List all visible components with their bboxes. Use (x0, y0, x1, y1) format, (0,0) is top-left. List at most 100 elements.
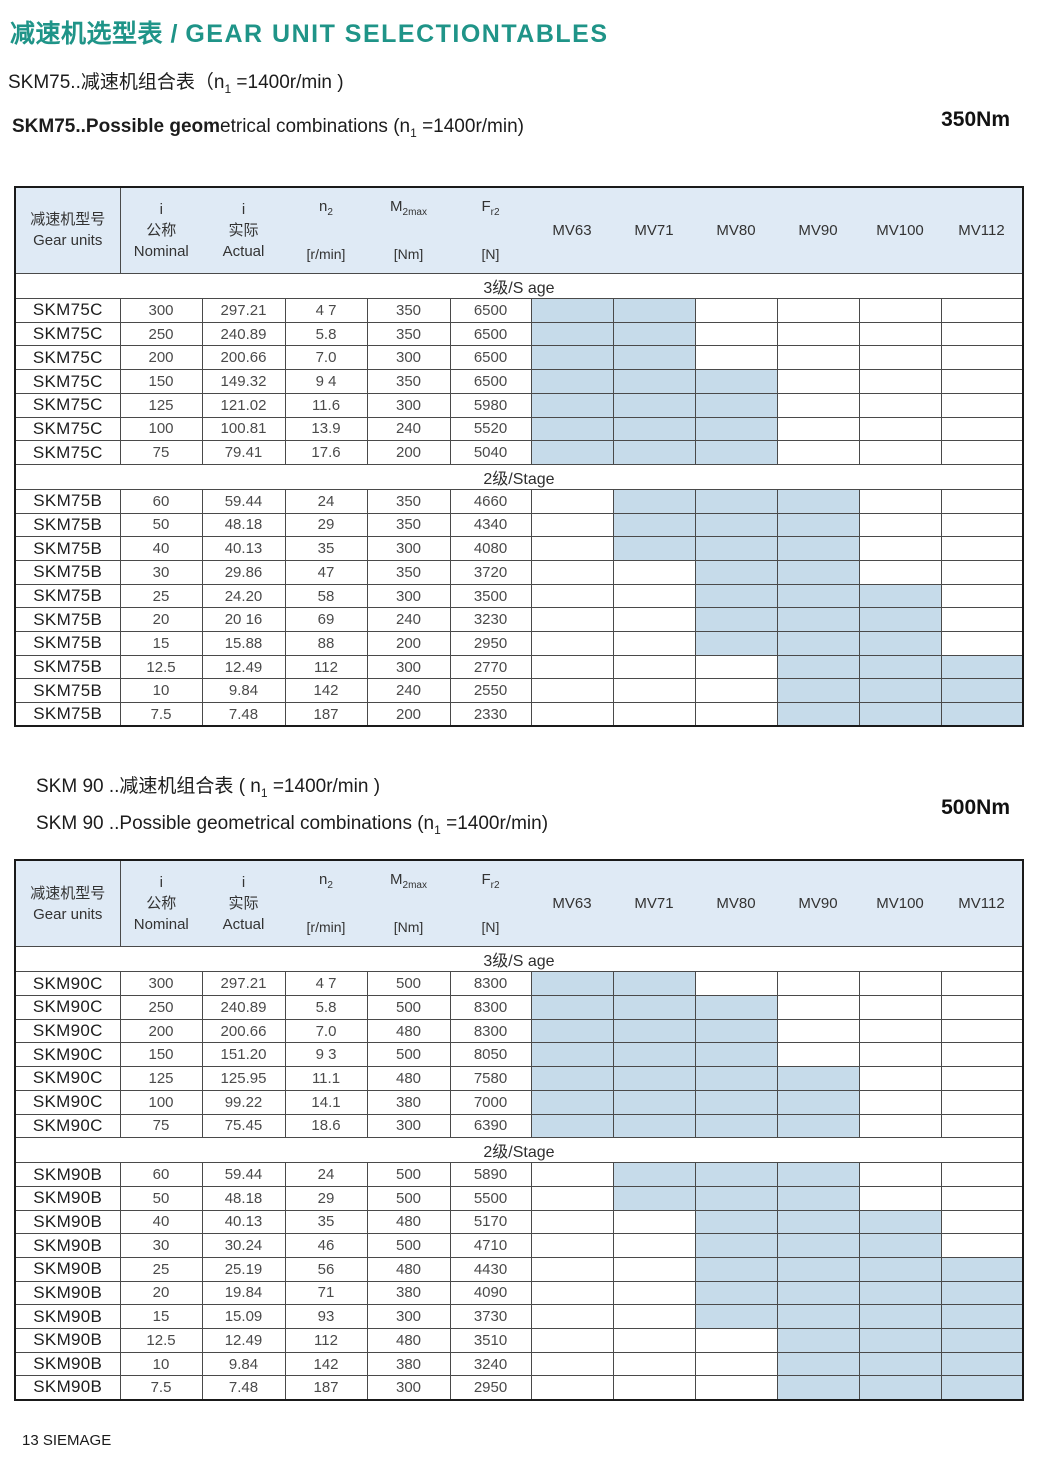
cell-mv71-available (612, 392, 696, 418)
cell-fr2: 2330 (449, 702, 532, 727)
cell-mv100-available (858, 1209, 942, 1235)
cell-mv63-unavailable (530, 678, 614, 704)
cell-n2: 93 (284, 1304, 368, 1329)
table-row: SKM90C 150 151.20 9 3 500 8050 (14, 1042, 1024, 1068)
col-header-mv80: MV80 (695, 859, 777, 948)
col-header-m2max: M2max [Nm] (367, 186, 450, 275)
col-header-mv63: MV63 (531, 859, 613, 948)
cell-model: SKM90B (14, 1375, 121, 1401)
cell-mv90-unavailable (776, 321, 860, 347)
cell-n2: 47 (284, 559, 368, 585)
cell-nominal: 40 (119, 536, 203, 561)
cell-nominal: 300 (119, 971, 203, 997)
cell-m2max: 380 (366, 1280, 451, 1306)
cell-mv112-unavailable (940, 583, 1024, 609)
cell-fr2: 4710 (449, 1233, 532, 1258)
cell-nominal: 12.5 (119, 1328, 203, 1353)
cell-actual: 30.24 (201, 1233, 286, 1258)
skm75-subtitle-en: SKM75..Possible geometrical combinations… (12, 115, 524, 140)
cell-actual: 125.95 (201, 1066, 286, 1091)
cell-model: SKM90B (14, 1351, 121, 1377)
cell-mv71-available (612, 416, 696, 442)
cell-model: SKM90C (14, 971, 121, 997)
table-row: SKM90C 250 240.89 5.8 500 8300 (14, 995, 1024, 1020)
cell-mv80-available (694, 583, 778, 609)
cell-n2: 5.8 (284, 321, 368, 347)
cell-mv71-available (612, 1018, 696, 1044)
cell-n2: 17.6 (284, 440, 368, 465)
cell-mv80-available (694, 1280, 778, 1306)
cell-model: SKM75B (14, 512, 121, 538)
cell-fr2: 3730 (449, 1304, 532, 1329)
cell-mv100-unavailable (858, 345, 942, 371)
cell-fr2: 4090 (449, 1280, 532, 1306)
cell-mv100-available (858, 1375, 942, 1401)
table-row: SKM90C 100 99.22 14.1 380 7000 (14, 1089, 1024, 1115)
cell-mv90-unavailable (776, 995, 860, 1020)
cell-m2max: 350 (366, 559, 451, 585)
cell-mv80-available (694, 536, 778, 561)
cell-n2: 29 (284, 1185, 368, 1211)
cell-mv100-unavailable (858, 1185, 942, 1211)
cell-n2: 187 (284, 702, 368, 727)
cell-model: SKM90B (14, 1162, 121, 1187)
cell-nominal: 10 (119, 678, 203, 704)
footer-page-number: 13 SIEMAGE (22, 1432, 112, 1449)
cell-fr2: 6500 (449, 321, 532, 347)
cell-nominal: 10 (119, 1351, 203, 1377)
cell-mv80-available (694, 440, 778, 465)
cell-mv71-unavailable (612, 1328, 696, 1353)
cell-mv71-available (612, 536, 696, 561)
cell-mv112-unavailable (940, 1185, 1024, 1211)
cell-nominal: 7.5 (119, 702, 203, 727)
table-row: SKM75B 30 29.86 47 350 3720 (14, 559, 1024, 585)
cell-m2max: 380 (366, 1351, 451, 1377)
cell-mv80-available (694, 607, 778, 633)
cell-mv100-unavailable (858, 1162, 942, 1187)
cell-fr2: 6500 (449, 298, 532, 323)
cell-m2max: 200 (366, 702, 451, 727)
cell-mv90-available (776, 536, 860, 561)
cell-mv112-unavailable (940, 1042, 1024, 1068)
cell-n2: 46 (284, 1233, 368, 1258)
skm75-subtitle-zh: SKM75..减速机组合表（n1 =1400r/min ) (8, 72, 344, 96)
cell-m2max: 500 (366, 1185, 451, 1211)
cell-fr2: 2950 (449, 1375, 532, 1401)
cell-mv80-unavailable (694, 345, 778, 371)
table-row: SKM75C 125 121.02 11.6 300 5980 (14, 392, 1024, 418)
cell-m2max: 500 (366, 1162, 451, 1187)
stage-group-label: 2级/Stage (15, 463, 1023, 490)
table-row: SKM75B 60 59.44 24 350 4660 (14, 488, 1024, 514)
cell-n2: 24 (284, 1162, 368, 1187)
cell-m2max: 240 (366, 416, 451, 442)
cell-mv63-unavailable (530, 536, 614, 561)
cell-model: SKM75B (14, 607, 121, 633)
cell-actual: 19.84 (201, 1280, 286, 1306)
table-row: SKM75B 20 20 16 69 240 3230 (14, 607, 1024, 633)
cell-fr2: 5520 (449, 416, 532, 442)
cell-mv112-unavailable (940, 345, 1024, 371)
cell-mv100-unavailable (858, 1018, 942, 1044)
cell-nominal: 12.5 (119, 654, 203, 680)
cell-mv71-unavailable (612, 1351, 696, 1377)
cell-actual: 20 16 (201, 607, 286, 633)
skm90-subtitle-zh: SKM 90 ..减速机组合表 ( n1 =1400r/min ) (36, 776, 381, 801)
stage-group-label: 2级/Stage (15, 1137, 1023, 1164)
cell-mv80-available (694, 488, 778, 514)
cell-m2max: 480 (366, 1256, 451, 1282)
cell-actual: 240.89 (201, 321, 286, 347)
cell-nominal: 60 (119, 1162, 203, 1187)
cell-mv100-available (858, 1328, 942, 1353)
cell-mv63-unavailable (530, 702, 614, 727)
cell-mv112-unavailable (940, 512, 1024, 538)
cell-mv112-unavailable (940, 1089, 1024, 1115)
cell-mv63-available (530, 971, 614, 997)
cell-nominal: 20 (119, 1280, 203, 1306)
cell-mv63-unavailable (530, 631, 614, 656)
cell-mv90-available (776, 559, 860, 585)
cell-mv71-unavailable (612, 1304, 696, 1329)
cell-mv112-unavailable (940, 971, 1024, 997)
cell-model: SKM75C (14, 440, 121, 465)
cell-actual: 75.45 (201, 1113, 286, 1139)
cell-mv71-available (612, 440, 696, 465)
